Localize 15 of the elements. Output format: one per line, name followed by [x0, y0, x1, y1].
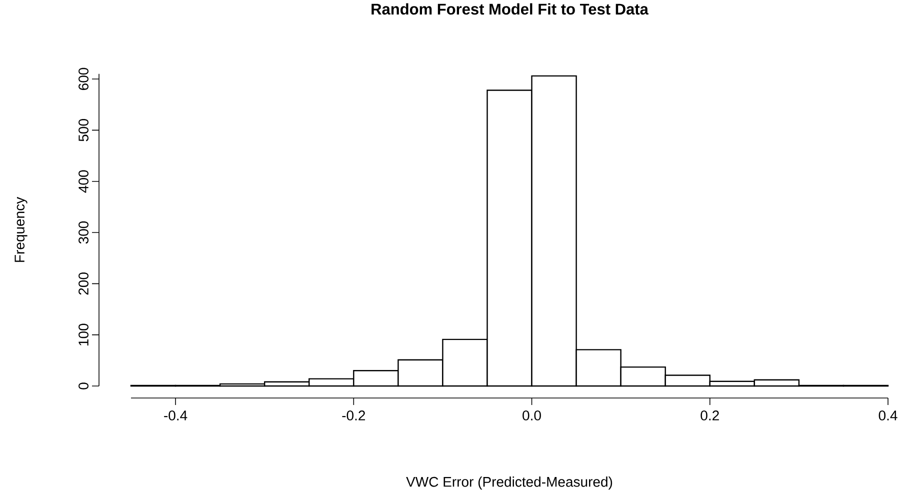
y-tick-label: 200 — [78, 272, 88, 295]
y-tick-label: 100 — [78, 324, 88, 346]
y-tick-label: 0 — [78, 382, 88, 390]
x-tick-label: -0.2 — [342, 410, 365, 420]
y-axis-title: Frequency — [14, 196, 28, 262]
x-tick-label: 0.4 — [878, 410, 898, 420]
x-tick-label: 0.0 — [522, 410, 541, 420]
x-axis-title: VWC Error (Predicted-Measured) — [406, 476, 612, 490]
y-tick-label: 300 — [78, 221, 88, 244]
y-tick-label: 400 — [78, 170, 88, 193]
chart-title: Random Forest Model Fit to Test Data — [372, 3, 649, 15]
y-tick-label: 500 — [78, 119, 88, 142]
y-tick-label: 600 — [78, 68, 88, 90]
x-tick-label: 0.2 — [700, 410, 719, 420]
x-tick-label: -0.4 — [164, 410, 188, 420]
